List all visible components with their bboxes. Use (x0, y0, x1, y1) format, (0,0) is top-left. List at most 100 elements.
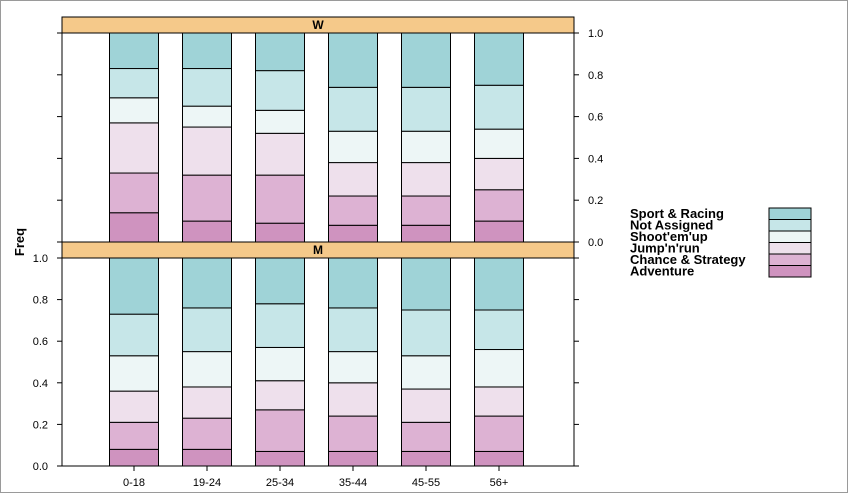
bar-segment (328, 224, 378, 243)
panel-strip-label: W (312, 18, 324, 32)
bar-segment (109, 390, 159, 423)
panel-strip (61, 16, 575, 34)
bar-segment (182, 257, 232, 309)
bar-segment (401, 421, 451, 452)
bar-segment (328, 257, 378, 309)
bar-segment (109, 448, 159, 467)
bar-segment (474, 349, 524, 388)
bar-segment (182, 174, 232, 222)
bar-segment (255, 32, 305, 72)
y-tick-label: 0.6 (33, 336, 48, 348)
bar-segment (401, 224, 451, 243)
bar-segment (474, 84, 524, 130)
bar-segment (109, 421, 159, 450)
bar-segment (255, 174, 305, 224)
y-tick-label: 0.6 (588, 112, 603, 124)
bar-segment (255, 70, 305, 111)
y-axis-label: Freq (12, 228, 27, 256)
bar-segment (182, 448, 232, 467)
legend-label: Not Assigned (630, 218, 713, 233)
legend-label: Jump'n'run (630, 241, 700, 256)
bar-segment (182, 386, 232, 419)
y-tick-label: 0.8 (588, 70, 603, 82)
bar-segment (182, 126, 232, 176)
bar-segment (109, 313, 159, 357)
panel-strip (61, 241, 575, 259)
bar-segment (109, 68, 159, 99)
bar-segment (328, 382, 378, 417)
legend-label: Adventure (630, 264, 694, 279)
bar-segment (182, 307, 232, 353)
bar-segment (474, 128, 524, 159)
y-tick-label: 0.4 (588, 153, 603, 165)
x-tick-label: 56+ (490, 477, 509, 489)
bar-segment (255, 409, 305, 452)
y-tick-label: 1.0 (588, 28, 603, 40)
bar-segment (474, 189, 524, 222)
legend-label: Chance & Strategy (630, 252, 746, 267)
bar-segment (328, 32, 378, 88)
bar-segment (255, 222, 305, 243)
panel-strip-label: M (313, 243, 323, 257)
legend-swatch (768, 242, 812, 255)
bar-segment (401, 130, 451, 164)
bar-segment (401, 355, 451, 390)
bar-segment (255, 257, 305, 305)
bar-segment (328, 351, 378, 384)
bar-segment (474, 157, 524, 191)
x-tick-label: 45-55 (412, 477, 440, 489)
bar-segment (328, 130, 378, 164)
bar-segment (401, 388, 451, 423)
bar-segment (255, 132, 305, 176)
bar-segment (182, 417, 232, 450)
bar-segment (474, 386, 524, 417)
legend-swatch (768, 230, 812, 243)
bar-segment (109, 212, 159, 243)
bar-segment (109, 172, 159, 214)
bar-segment (401, 309, 451, 357)
y-tick-label: 0.8 (33, 295, 48, 307)
y-tick-label: 1.0 (33, 253, 48, 265)
bar-segment (182, 105, 232, 128)
legend-swatch (768, 265, 812, 278)
bar-segment (328, 162, 378, 197)
bar-segment (109, 32, 159, 70)
bar-segment (401, 32, 451, 88)
bar-segment (182, 351, 232, 388)
legend-label: Sport & Racing (630, 206, 724, 221)
bar-segment (474, 309, 524, 351)
x-tick-label: 0-18 (123, 477, 145, 489)
bar-segment (109, 122, 159, 174)
bar-segment (109, 97, 159, 124)
y-tick-label: 0.0 (588, 237, 603, 249)
legend-swatch (768, 253, 812, 266)
bar-segment (474, 415, 524, 452)
legend-swatch (768, 207, 812, 220)
bar-segment (255, 303, 305, 348)
bar-segment (474, 257, 524, 311)
bar-segment (109, 257, 159, 315)
y-tick-label: 0.2 (588, 195, 603, 207)
bar-segment (401, 86, 451, 132)
bar-segment (401, 450, 451, 467)
y-tick-label: 0.0 (33, 461, 48, 473)
x-tick-label: 19-24 (193, 477, 221, 489)
bar-segment (474, 220, 524, 243)
y-tick-label: 0.2 (33, 419, 48, 431)
bar-segment (401, 162, 451, 197)
bar-segment (255, 380, 305, 411)
bar-segment (328, 415, 378, 452)
bar-segment (182, 220, 232, 243)
bar-segment (328, 86, 378, 132)
bar-segment (474, 32, 524, 86)
bar-segment (328, 450, 378, 467)
bar-segment (255, 109, 305, 134)
bar-segment (182, 32, 232, 70)
x-tick-label: 35-44 (339, 477, 367, 489)
bar-segment (182, 68, 232, 107)
legend-swatch (768, 219, 812, 232)
bar-segment (255, 346, 305, 382)
y-tick-label: 0.4 (33, 378, 48, 390)
